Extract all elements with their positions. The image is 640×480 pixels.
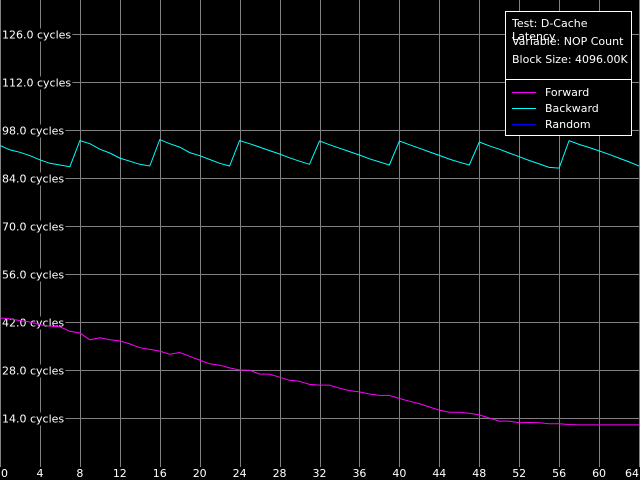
y-tick-label-bg <box>1 364 66 378</box>
info-block-size: Block Size: 4096.00K <box>512 53 628 66</box>
x-tick-label-bg <box>111 467 128 480</box>
x-tick-label-bg <box>591 467 608 480</box>
x-tick-label: 52 <box>512 467 526 480</box>
x-tick-label-bg <box>35 467 45 480</box>
y-tick-label: 84.0 cycles <box>2 173 64 186</box>
legend-swatch-backward <box>512 108 536 109</box>
x-tick-label: 48 <box>472 467 486 480</box>
x-tick-label: 12 <box>113 467 127 480</box>
x-tick-label-bg <box>511 467 528 480</box>
y-tick-label: 14.0 cycles <box>2 413 64 426</box>
x-tick-label-bg <box>351 467 368 480</box>
x-tick-label-bg <box>231 467 248 480</box>
x-tick-label: 40 <box>392 467 406 480</box>
y-tick-label-bg <box>1 220 66 234</box>
y-tick-label-bg <box>1 124 66 138</box>
x-tick-label-bg <box>191 467 208 480</box>
x-tick-label-bg <box>311 467 328 480</box>
y-tick-label-bg <box>1 268 66 282</box>
y-tick-label-bg <box>1 172 66 186</box>
legend-swatch-forward <box>512 92 536 93</box>
x-tick-label-bg <box>551 467 568 480</box>
x-tick-label: 32 <box>313 467 327 480</box>
x-tick-label: 0 <box>1 467 8 480</box>
y-tick-label-bg <box>1 28 73 42</box>
y-tick-label: 70.0 cycles <box>2 221 64 234</box>
y-tick-label: 98.0 cycles <box>2 125 64 138</box>
legend-label-forward: Forward <box>545 86 590 99</box>
series-lines <box>0 138 640 426</box>
info-test: Test: D-Cache Latency <box>512 17 588 43</box>
series-line-backward <box>0 138 640 169</box>
x-tick-label: 20 <box>193 467 207 480</box>
x-tick-label: 36 <box>352 467 366 480</box>
legend-divider <box>506 79 631 80</box>
series-line-forward <box>0 317 639 426</box>
x-tick-label-bg <box>391 467 408 480</box>
x-tick-label-bg <box>0 467 9 480</box>
y-tick-label: 112.0 cycles <box>2 77 71 90</box>
x-tick-label: 24 <box>233 467 247 480</box>
x-tick-label-bg <box>471 467 488 480</box>
x-tick-label: 16 <box>153 467 167 480</box>
y-tick-label: 126.0 cycles <box>2 29 71 42</box>
x-tick-label: 4 <box>36 467 43 480</box>
x-tick-label-bg <box>431 467 448 480</box>
legend-label-backward: Backward <box>545 102 599 115</box>
y-tick-label: 56.0 cycles <box>2 269 64 282</box>
y-tick-label-bg <box>1 412 66 426</box>
legend-box: Test: D-Cache Latency Variable: NOP Coun… <box>505 11 632 136</box>
y-tick-label: 28.0 cycles <box>2 365 64 378</box>
x-tick-label: 56 <box>552 467 566 480</box>
x-tick-label-bg <box>271 467 288 480</box>
x-tick-label-bg <box>624 467 640 480</box>
legend-label-random: Random <box>545 118 591 131</box>
y-tick-label-bg <box>1 76 73 90</box>
x-tick-label-bg <box>151 467 168 480</box>
x-tick-label: 44 <box>432 467 446 480</box>
x-tick-label: 28 <box>273 467 287 480</box>
x-tick-label: 64 <box>625 467 639 480</box>
x-tick-labels: 0 4 8 12 16 20 24 28 32 36 40 44 48 52 56 60 64 <box>0 467 640 480</box>
x-tick-label-bg <box>75 467 85 480</box>
x-tick-label: 8 <box>76 467 83 480</box>
info-variable: Variable: NOP Count <box>512 35 624 48</box>
x-tick-label: 60 <box>592 467 606 480</box>
legend-swatch-random <box>512 124 536 125</box>
